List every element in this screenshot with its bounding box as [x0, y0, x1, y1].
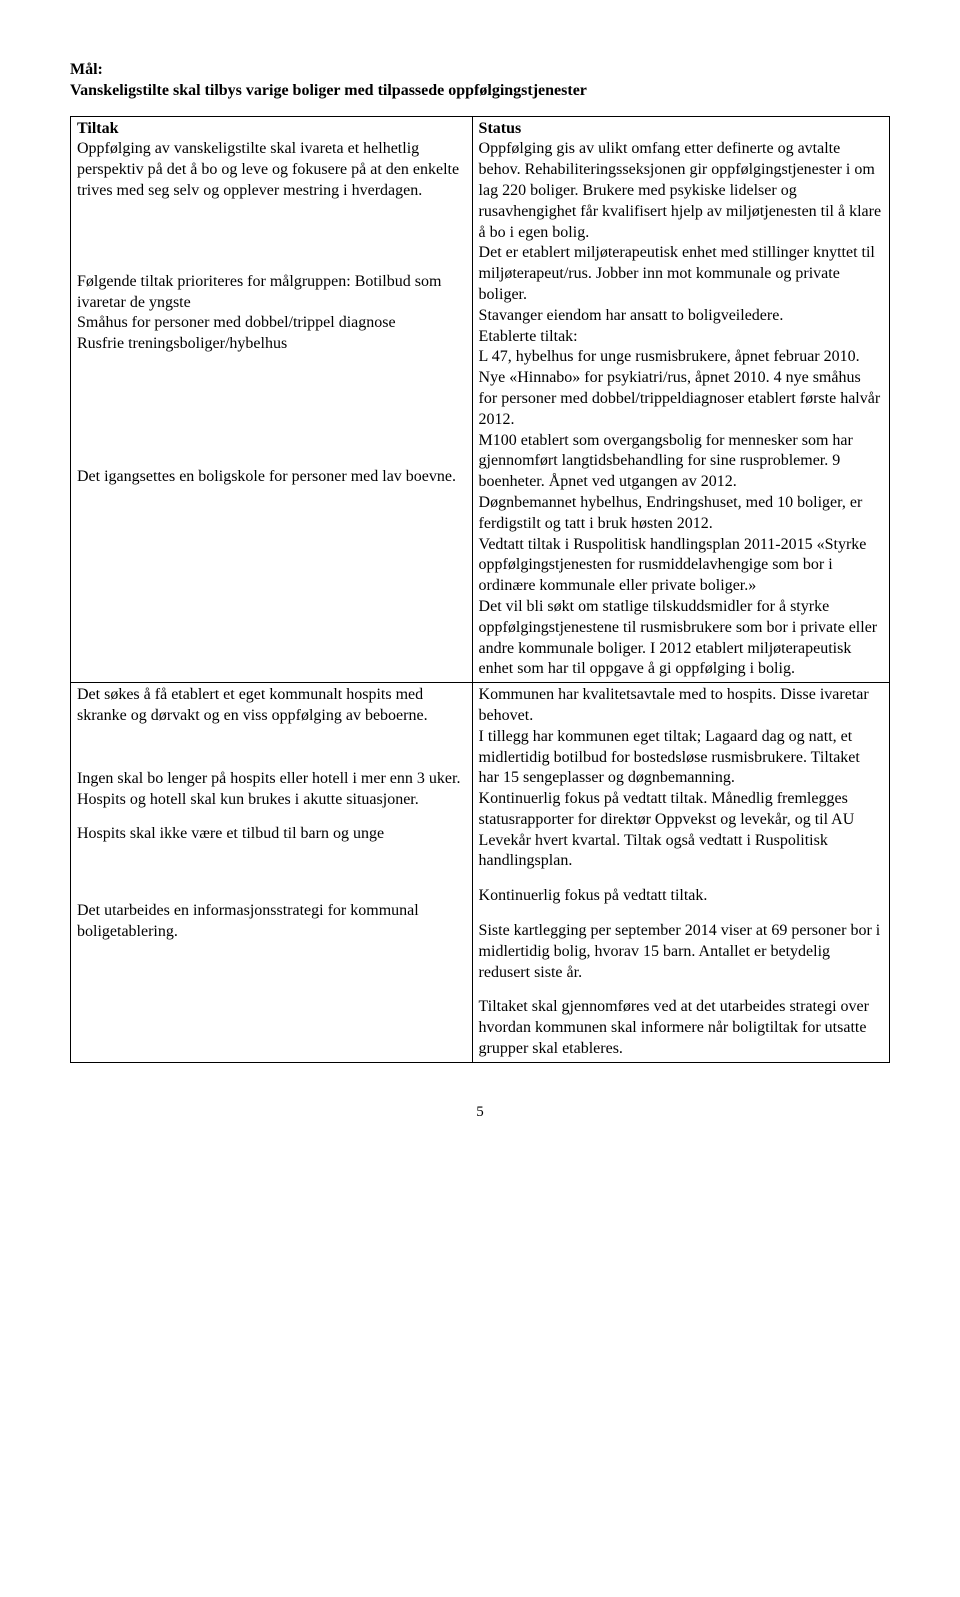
status-text: Stavanger eiendom har ansatt to boligvei… [479, 306, 883, 327]
status-text: Det vil bli søkt om statlige tilskuddsmi… [479, 597, 883, 680]
goal-section: Mål: Vanskeligstilte skal tilbys varige … [70, 60, 890, 102]
tiltak-text: Det utarbeides en informasjonsstrategi f… [77, 901, 466, 943]
table-row: Tiltak Oppfølging av vanskeligstilte ska… [71, 116, 890, 683]
status-text: Oppfølging gis av ulikt omfang etter def… [479, 139, 883, 243]
status-text: Døgnbemannet hybelhus, Endringshuset, me… [479, 493, 883, 535]
goal-label: Mål: [70, 60, 890, 81]
cell-tiltak-1: Tiltak Oppfølging av vanskeligstilte ska… [71, 116, 473, 683]
status-text: Kontinuerlig fokus på vedtatt tiltak. Må… [479, 789, 883, 872]
status-text: Siste kartlegging per september 2014 vis… [479, 921, 883, 983]
status-text: I tillegg har kommunen eget tiltak; Laga… [479, 727, 883, 789]
tiltak-text: Hospits skal ikke være et tilbud til bar… [77, 824, 466, 845]
goal-text: Vanskeligstilte skal tilbys varige bolig… [70, 81, 890, 102]
status-text: Kommunen har kvalitetsavtale med to hosp… [479, 685, 883, 727]
status-text: Vedtatt tiltak i Ruspolitisk handlingspl… [479, 535, 883, 597]
tiltak-text: Rusfrie treningsboliger/hybelhus [77, 334, 466, 355]
header-tiltak: Tiltak [77, 119, 466, 140]
cell-status-2: Kommunen har kvalitetsavtale med to hosp… [472, 683, 889, 1063]
tiltak-text: Småhus for personer med dobbel/trippel d… [77, 313, 466, 334]
status-text: L 47, hybelhus for unge rusmisbrukere, å… [479, 347, 883, 430]
cell-status-1: Status Oppfølging gis av ulikt omfang et… [472, 116, 889, 683]
tiltak-text: Oppfølging av vanskeligstilte skal ivare… [77, 139, 466, 201]
tiltak-text: Følgende tiltak prioriteres for målgrupp… [77, 272, 466, 314]
tiltak-text: Ingen skal bo lenger på hospits eller ho… [77, 769, 466, 811]
tiltak-text: Det søkes å få etablert et eget kommunal… [77, 685, 466, 727]
table-row: Det søkes å få etablert et eget kommunal… [71, 683, 890, 1063]
status-text: M100 etablert som overgangsbolig for men… [479, 431, 883, 493]
page-number: 5 [70, 1103, 890, 1123]
status-text: Det er etablert miljøterapeutisk enhet m… [479, 243, 883, 305]
status-text: Tiltaket skal gjennomføres ved at det ut… [479, 997, 883, 1059]
status-text: Kontinuerlig fokus på vedtatt tiltak. [479, 886, 883, 907]
tiltak-status-table: Tiltak Oppfølging av vanskeligstilte ska… [70, 116, 890, 1063]
header-status: Status [479, 119, 883, 140]
status-text: Etablerte tiltak: [479, 327, 883, 348]
cell-tiltak-2: Det søkes å få etablert et eget kommunal… [71, 683, 473, 1063]
tiltak-text: Det igangsettes en boligskole for person… [77, 467, 466, 488]
